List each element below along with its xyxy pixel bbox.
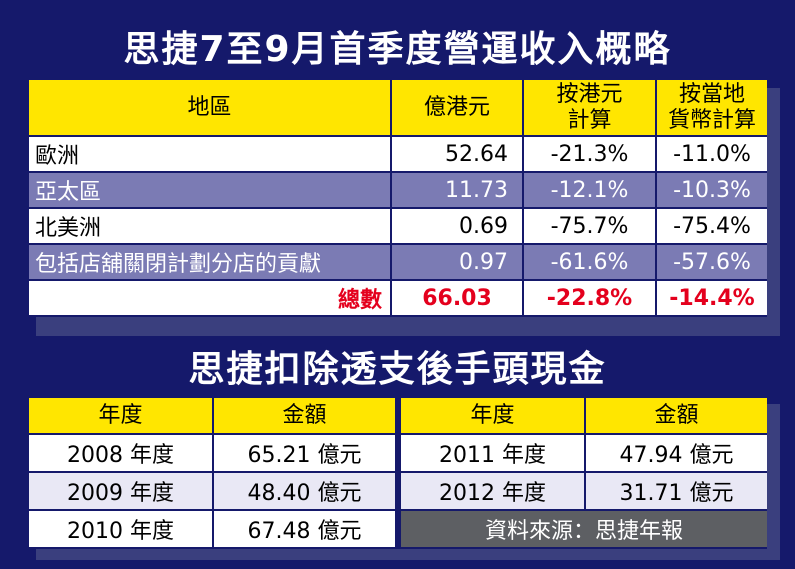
header-year-left: 年度: [29, 398, 213, 435]
total-row: 總數 66.03 -22.8% -14.4%: [29, 280, 767, 317]
hkd-cell: 0.97: [390, 244, 523, 281]
hkd-cell: 0.69: [390, 208, 523, 245]
header-by-hkd: 按港元 計算: [522, 80, 656, 137]
column-divider: [395, 472, 401, 511]
header-by-hkd-line2: 計算: [567, 107, 612, 133]
revenue-header-row: 地區 億港元 按港元 計算 按當地 貨幣計算: [29, 80, 767, 137]
table-row: 2009 年度 48.40 億元 2012 年度 31.71 億元: [29, 472, 767, 511]
by-hkd-cell: -75.7%: [522, 208, 656, 245]
total-by-hkd: -22.8%: [522, 280, 656, 317]
revenue-table: 地區 億港元 按港元 計算 按當地 貨幣計算 歐洲 52.64 -21.3% -…: [29, 80, 767, 317]
region-cell: 包括店舖關閉計劃分店的貢獻: [29, 244, 391, 281]
total-hkd: 66.03: [390, 280, 523, 317]
table-row: 歐洲 52.64 -21.3% -11.0%: [29, 136, 767, 173]
column-divider: [395, 510, 401, 549]
table-row: 包括店舖關閉計劃分店的貢獻 0.97 -61.6% -57.6%: [29, 244, 767, 281]
region-cell: 北美洲: [29, 208, 391, 245]
column-divider: [395, 434, 401, 473]
total-by-local: -14.4%: [655, 280, 767, 317]
header-year-right: 年度: [401, 398, 585, 435]
by-hkd-cell: -21.3%: [522, 136, 656, 173]
year-cell: 2008 年度: [29, 434, 213, 473]
by-local-cell: -10.3%: [655, 172, 767, 209]
header-by-local: 按當地 貨幣計算: [655, 80, 767, 137]
cash-table: 年度 金額 年度 金額 2008 年度 65.21 億元 2011 年度 47.…: [29, 398, 767, 549]
header-by-hkd-line1: 按港元: [556, 81, 623, 107]
header-amount-left: 金額: [212, 398, 395, 435]
revenue-title: 思捷7至9月首季度營運收入概略: [123, 29, 672, 70]
cash-header-row: 年度 金額 年度 金額: [29, 398, 767, 435]
table-row: 2008 年度 65.21 億元 2011 年度 47.94 億元: [29, 434, 767, 473]
source-note: 資料來源：思捷年報: [401, 510, 767, 549]
by-hkd-cell: -12.1%: [522, 172, 656, 209]
year-cell: 2012 年度: [401, 472, 585, 511]
table-row: 北美洲 0.69 -75.7% -75.4%: [29, 208, 767, 245]
year-cell: 2010 年度: [29, 510, 213, 549]
total-label: 總數: [29, 280, 391, 317]
region-cell: 歐洲: [29, 136, 391, 173]
header-region: 地區: [29, 80, 391, 137]
hkd-cell: 52.64: [390, 136, 523, 173]
header-by-local-line1: 按當地: [678, 81, 745, 107]
year-cell: 2011 年度: [401, 434, 585, 473]
region-cell: 亞太區: [29, 172, 391, 209]
amount-cell: 67.48 億元: [212, 510, 395, 549]
cash-title: 思捷扣除透支後手頭現金: [188, 349, 607, 390]
amount-cell: 65.21 億元: [212, 434, 395, 473]
header-by-local-line2: 貨幣計算: [667, 107, 756, 133]
table-row: 亞太區 11.73 -12.1% -10.3%: [29, 172, 767, 209]
table-row: 2010 年度 67.48 億元 資料來源：思捷年報: [29, 510, 767, 549]
by-local-cell: -75.4%: [655, 208, 767, 245]
amount-cell: 31.71 億元: [584, 472, 767, 511]
header-hkd: 億港元: [390, 80, 523, 137]
by-hkd-cell: -61.6%: [522, 244, 656, 281]
year-cell: 2009 年度: [29, 472, 213, 511]
column-divider: [395, 398, 401, 435]
hkd-cell: 11.73: [390, 172, 523, 209]
by-local-cell: -57.6%: [655, 244, 767, 281]
amount-cell: 48.40 億元: [212, 472, 395, 511]
by-local-cell: -11.0%: [655, 136, 767, 173]
header-amount-right: 金額: [584, 398, 767, 435]
amount-cell: 47.94 億元: [584, 434, 767, 473]
